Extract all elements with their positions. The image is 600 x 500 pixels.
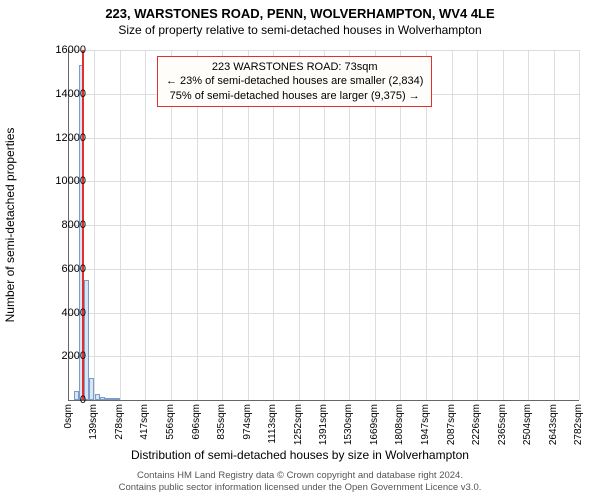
footer-line2: Contains public sector information licen… xyxy=(0,482,600,494)
xtick-label: 1947sqm xyxy=(420,404,431,445)
annotation-line2: ← 23% of semi-detached houses are smalle… xyxy=(166,74,423,88)
annotation-callout: 223 WARSTONES ROAD: 73sqm← 23% of semi-d… xyxy=(157,56,432,107)
gridline-v xyxy=(528,50,529,400)
gridline-v xyxy=(452,50,453,400)
ytick-label: 14000 xyxy=(36,88,86,100)
gridline-v xyxy=(477,50,478,400)
xtick-label: 2782sqm xyxy=(573,404,584,445)
gridline-v xyxy=(579,50,580,400)
histogram-bar xyxy=(115,398,120,400)
gridline-v xyxy=(503,50,504,400)
xtick-label: 1808sqm xyxy=(394,404,405,445)
xtick-label: 2643sqm xyxy=(548,404,559,445)
x-axis-label: Distribution of semi-detached houses by … xyxy=(0,448,600,462)
xtick-label: 696sqm xyxy=(191,404,202,440)
ytick-label: 0 xyxy=(36,394,86,406)
xtick-label: 278sqm xyxy=(114,404,125,440)
xtick-label: 835sqm xyxy=(216,404,227,440)
gridline-v xyxy=(145,50,146,400)
xtick-label: 2504sqm xyxy=(522,404,533,445)
annotation-line3: 75% of semi-detached houses are larger (… xyxy=(166,89,423,103)
footer-line1: Contains HM Land Registry data © Crown c… xyxy=(0,470,600,482)
ytick-label: 4000 xyxy=(36,307,86,319)
xtick-label: 1530sqm xyxy=(343,404,354,445)
xtick-label: 139sqm xyxy=(88,404,99,440)
xtick-label: 1252sqm xyxy=(293,404,304,445)
xtick-label: 2226sqm xyxy=(471,404,482,445)
gridline-v xyxy=(94,50,95,400)
plot-area: 223 WARSTONES ROAD: 73sqm← 23% of semi-d… xyxy=(68,50,579,401)
gridline-v xyxy=(120,50,121,400)
title-address: 223, WARSTONES ROAD, PENN, WOLVERHAMPTON… xyxy=(0,0,600,21)
xtick-label: 2365sqm xyxy=(497,404,508,445)
xtick-label: 974sqm xyxy=(242,404,253,440)
annotation-line1: 223 WARSTONES ROAD: 73sqm xyxy=(166,60,423,74)
ytick-label: 8000 xyxy=(36,219,86,231)
chart-container: 223, WARSTONES ROAD, PENN, WOLVERHAMPTON… xyxy=(0,0,600,500)
xtick-label: 417sqm xyxy=(139,404,150,440)
xtick-label: 2087sqm xyxy=(446,404,457,445)
xtick-label: 556sqm xyxy=(165,404,176,440)
title-subtitle: Size of property relative to semi-detach… xyxy=(0,21,600,37)
y-axis-label: Number of semi-detached properties xyxy=(3,128,17,323)
xtick-label: 1113sqm xyxy=(267,404,278,444)
gridline-v xyxy=(554,50,555,400)
footer-attribution: Contains HM Land Registry data © Crown c… xyxy=(0,470,600,494)
ytick-label: 12000 xyxy=(36,132,86,144)
xtick-label: 1669sqm xyxy=(369,404,380,445)
ytick-label: 2000 xyxy=(36,350,86,362)
ytick-label: 16000 xyxy=(36,44,86,56)
ytick-label: 6000 xyxy=(36,263,86,275)
xtick-label: 0sqm xyxy=(63,404,74,428)
xtick-label: 1391sqm xyxy=(318,404,329,445)
ytick-label: 10000 xyxy=(36,175,86,187)
